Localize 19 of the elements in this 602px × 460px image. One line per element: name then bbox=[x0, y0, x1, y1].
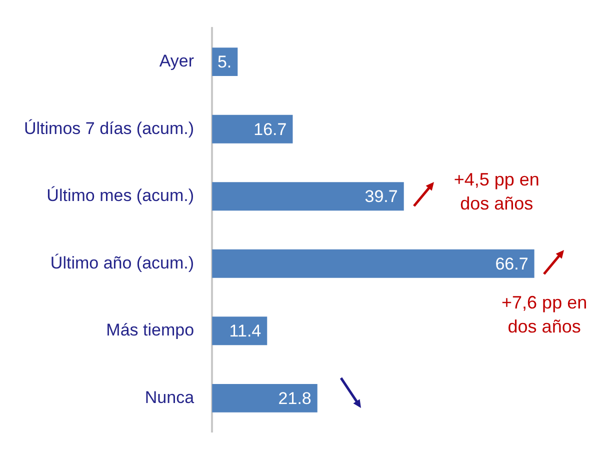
bar bbox=[212, 384, 318, 412]
y-tick-label: Último año (acum.) bbox=[50, 253, 194, 272]
data-label: 5. bbox=[217, 52, 232, 72]
y-tick-label: Nunca bbox=[144, 388, 195, 407]
annotation: +4,5 pp en dos años bbox=[454, 169, 540, 214]
bar bbox=[212, 249, 534, 278]
data-label: 11.4 bbox=[229, 322, 262, 341]
y-tick-label: Más tiempo bbox=[106, 320, 194, 340]
annotation: +7,6 pp en dos años bbox=[502, 292, 588, 337]
y-tick-label: Ayer bbox=[159, 52, 194, 71]
y-tick-label: Últimos 7 días (acum.) bbox=[24, 118, 194, 138]
bar bbox=[212, 182, 404, 211]
bar bbox=[212, 114, 293, 144]
data-label: 66.7 bbox=[495, 254, 528, 274]
data-label: 16.7 bbox=[254, 120, 287, 139]
bar bbox=[212, 316, 268, 346]
data-label: 21.8 bbox=[278, 388, 312, 408]
y-tick-label: Último mes (acum.) bbox=[46, 186, 194, 206]
data-label: 39.7 bbox=[364, 187, 398, 206]
